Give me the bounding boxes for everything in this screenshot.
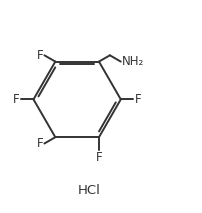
Text: F: F	[36, 137, 43, 150]
Text: F: F	[13, 93, 20, 106]
Text: F: F	[36, 49, 43, 62]
Text: HCl: HCl	[78, 184, 100, 197]
Text: NH₂: NH₂	[121, 55, 143, 68]
Text: F: F	[95, 151, 102, 164]
Text: F: F	[134, 93, 141, 106]
